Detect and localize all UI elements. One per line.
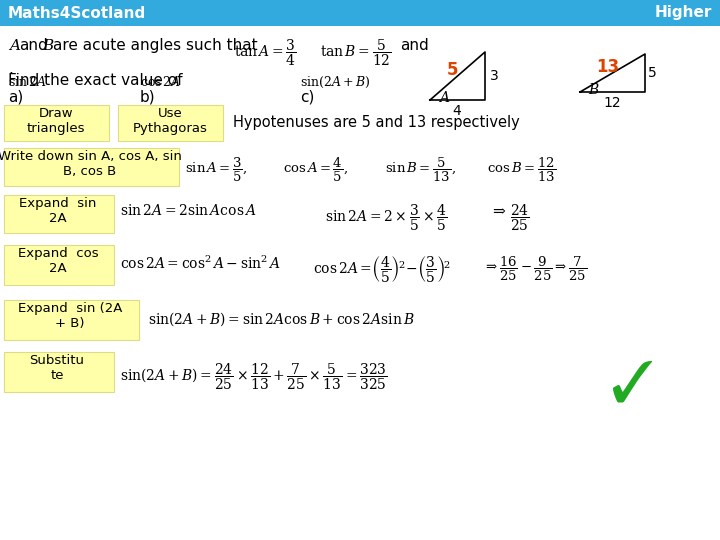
Text: Maths4Scotland: Maths4Scotland bbox=[8, 5, 146, 21]
Text: b): b) bbox=[140, 90, 156, 105]
Text: $\sin 2A = 2 \times \dfrac{3}{5} \times \dfrac{4}{5}$: $\sin 2A = 2 \times \dfrac{3}{5} \times … bbox=[325, 203, 447, 233]
Text: .: . bbox=[8, 62, 13, 77]
Text: $\Rightarrow \dfrac{16}{25} - \dfrac{9}{25} \Rightarrow \dfrac{7}{25}$: $\Rightarrow \dfrac{16}{25} - \dfrac{9}{… bbox=[483, 255, 588, 283]
Text: Expand  sin
2A: Expand sin 2A bbox=[19, 197, 96, 225]
Text: $\cos B = \dfrac{12}{13}$: $\cos B = \dfrac{12}{13}$ bbox=[487, 156, 556, 184]
Text: 4: 4 bbox=[453, 104, 462, 118]
Text: $\sin(2A+B)$: $\sin(2A+B)$ bbox=[300, 75, 371, 90]
Text: $A$: $A$ bbox=[8, 38, 22, 53]
Text: $\cos 2A = \!\left(\dfrac{4}{5}\right)^{\!2}\!-\!\left(\dfrac{3}{5}\right)^{\!2}: $\cos 2A = \!\left(\dfrac{4}{5}\right)^{… bbox=[313, 255, 451, 285]
Text: Use
Pythagoras: Use Pythagoras bbox=[132, 107, 207, 135]
Text: 12: 12 bbox=[603, 96, 621, 110]
Text: Find the exact value of: Find the exact value of bbox=[8, 73, 182, 88]
Text: Write down sin A, cos A, sin
B, cos B: Write down sin A, cos A, sin B, cos B bbox=[0, 150, 182, 178]
Text: $A$: $A$ bbox=[438, 90, 451, 105]
FancyBboxPatch shape bbox=[118, 105, 223, 141]
Text: and: and bbox=[19, 38, 48, 53]
Text: Hypotenuses are 5 and 13 respectively: Hypotenuses are 5 and 13 respectively bbox=[233, 115, 520, 130]
Text: $\sin\!\left(2A+B\right) = \dfrac{24}{25} \times \dfrac{12}{13} + \dfrac{7}{25} : $\sin\!\left(2A+B\right) = \dfrac{24}{25… bbox=[120, 362, 388, 393]
Text: $\cos A = \dfrac{4}{5},$: $\cos A = \dfrac{4}{5},$ bbox=[283, 156, 348, 184]
FancyBboxPatch shape bbox=[4, 105, 109, 141]
Text: Expand  cos
2A: Expand cos 2A bbox=[18, 247, 99, 275]
FancyBboxPatch shape bbox=[0, 0, 720, 26]
Text: $\sin 2A = 2\sin A\cos A$: $\sin 2A = 2\sin A\cos A$ bbox=[120, 203, 257, 218]
FancyBboxPatch shape bbox=[4, 148, 179, 186]
FancyBboxPatch shape bbox=[4, 245, 114, 285]
Text: $\checkmark$: $\checkmark$ bbox=[610, 357, 653, 414]
Text: $B$: $B$ bbox=[42, 38, 55, 53]
FancyBboxPatch shape bbox=[4, 352, 114, 392]
Text: $\cos 2A = \cos^2 A - \sin^2 A$: $\cos 2A = \cos^2 A - \sin^2 A$ bbox=[120, 255, 281, 272]
Text: Substitu
te: Substitu te bbox=[30, 354, 84, 382]
FancyBboxPatch shape bbox=[4, 195, 114, 233]
Text: are acute angles such that: are acute angles such that bbox=[53, 38, 258, 53]
Text: 5: 5 bbox=[648, 66, 657, 80]
Text: $\tan A = \dfrac{3}{4}$: $\tan A = \dfrac{3}{4}$ bbox=[234, 38, 297, 69]
Text: $\Rightarrow$: $\Rightarrow$ bbox=[490, 203, 507, 218]
Text: $\sin A = \dfrac{3}{5},$: $\sin A = \dfrac{3}{5},$ bbox=[185, 156, 247, 184]
Text: $\sin B = \dfrac{5}{13},$: $\sin B = \dfrac{5}{13},$ bbox=[385, 156, 456, 184]
Text: $\cos 2A$: $\cos 2A$ bbox=[140, 75, 181, 89]
Text: 3: 3 bbox=[490, 69, 499, 83]
Text: Draw
triangles: Draw triangles bbox=[27, 107, 85, 135]
Text: 5: 5 bbox=[447, 61, 459, 79]
Text: $\sin\!\left(2A+B\right) = \sin 2A\cos B + \cos 2A\sin B$: $\sin\!\left(2A+B\right) = \sin 2A\cos B… bbox=[148, 310, 415, 328]
Text: $\tan B = \dfrac{5}{12}$: $\tan B = \dfrac{5}{12}$ bbox=[320, 38, 392, 69]
Text: $B$: $B$ bbox=[588, 82, 600, 97]
Text: 13: 13 bbox=[596, 58, 620, 76]
FancyBboxPatch shape bbox=[4, 300, 139, 340]
Text: $\dfrac{24}{25}$: $\dfrac{24}{25}$ bbox=[510, 203, 530, 233]
Text: $\sin 2A$: $\sin 2A$ bbox=[8, 75, 47, 89]
Text: c): c) bbox=[300, 90, 315, 105]
Text: Higher: Higher bbox=[654, 5, 712, 21]
Text: and: and bbox=[400, 38, 428, 53]
Text: a): a) bbox=[8, 90, 23, 105]
Text: Expand  sin (2A
+ B): Expand sin (2A + B) bbox=[18, 302, 122, 330]
